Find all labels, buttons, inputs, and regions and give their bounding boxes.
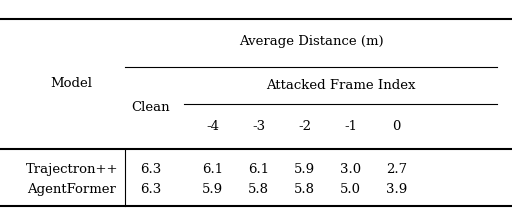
Text: 6.1: 6.1 [202, 163, 223, 176]
Text: 6.1: 6.1 [248, 163, 269, 176]
Text: 6.3: 6.3 [140, 183, 162, 196]
Text: Average Distance (m): Average Distance (m) [239, 35, 383, 48]
Text: AgentFormer: AgentFormer [27, 183, 116, 196]
Text: 0: 0 [393, 120, 401, 133]
Text: -3: -3 [252, 120, 265, 133]
Text: Clean: Clean [132, 101, 170, 114]
Text: 3.9: 3.9 [386, 183, 408, 196]
Text: 5.9: 5.9 [294, 163, 315, 176]
Text: 2.7: 2.7 [386, 163, 408, 176]
Text: 5.8: 5.8 [294, 183, 315, 196]
Text: -1: -1 [344, 120, 357, 133]
Text: 5.8: 5.8 [248, 183, 269, 196]
Text: -2: -2 [298, 120, 311, 133]
Text: Trajectron++: Trajectron++ [26, 163, 118, 176]
Text: 5.9: 5.9 [202, 183, 223, 196]
Text: Attacked Frame Index: Attacked Frame Index [266, 79, 415, 92]
Text: 6.3: 6.3 [140, 163, 162, 176]
Text: 5.0: 5.0 [340, 183, 361, 196]
Text: -4: -4 [206, 120, 219, 133]
Text: Model: Model [51, 77, 93, 90]
Text: 3.0: 3.0 [340, 163, 361, 176]
